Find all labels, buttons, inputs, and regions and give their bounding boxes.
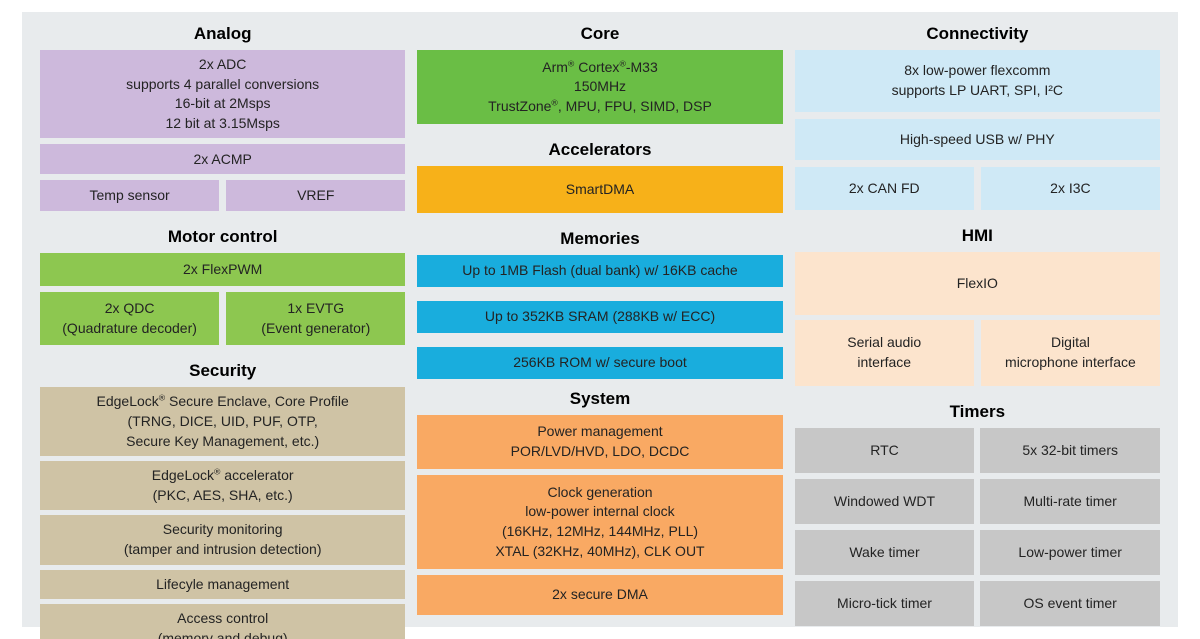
security-section-title: Security (189, 361, 257, 381)
memories-sram-block: Up to 352KB SRAM (288KB w/ ECC) (417, 301, 783, 333)
memories-section-title: Memories (560, 229, 640, 248)
system-secure-dma-block: 2x secure DMA (417, 575, 783, 615)
timer-cell-low-power: Low-power timer (980, 530, 1160, 575)
timer-cell-micro-tick: Micro-tick timer (794, 581, 975, 626)
security-monitoring-line-2: (tamper and intrusion detection) (123, 540, 322, 557)
power-line-2: POR/LVD/HVD, LDO, DCDC (510, 443, 690, 459)
adc-line-2: supports 4 parallel conversions (126, 75, 320, 92)
timers-grid: RTC 5x 32-bit timers Windowed WDT Multi-… (794, 428, 1160, 626)
system-section-title: System (569, 389, 631, 408)
adc-line-3: 16-bit at 2Msps (174, 95, 271, 112)
timer-cell-wake: Wake timer (794, 530, 975, 575)
timer-cell-rtc: RTC (794, 428, 975, 473)
dmic-line-1: Digital (1050, 334, 1090, 351)
analog-section-title: Analog (193, 24, 252, 43)
security-monitoring-line-1: Security monitoring (162, 521, 283, 538)
connectivity-i3c-block: 2x I3C (980, 167, 1160, 210)
connectivity-bottom-row: 2x CAN FD 2x I3C (794, 167, 1160, 210)
flexcomm-line-2: supports LP UART, SPI, I²C (891, 82, 1064, 98)
analog-vref-block: VREF (226, 180, 406, 212)
qdc-line-1: 2x QDC (104, 300, 155, 317)
security-accelerator-line-2: (PKC, AES, SHA, etc.) (152, 486, 293, 503)
accelerators-smartdma-block: SmartDMA (417, 166, 783, 213)
adc-line-1: 2x ADC (198, 56, 247, 72)
security-secure-enclave-block: EdgeLock® Secure Enclave, Core Profile (… (40, 387, 406, 457)
column-left: Analog 2x ADC supports 4 parallel conver… (40, 22, 406, 639)
power-line-1: Power management (537, 423, 663, 440)
security-lifecycle-block: Lifecyle management (40, 569, 406, 600)
security-accelerator-line-1: EdgeLock® accelerator (151, 466, 294, 484)
clock-line-2: low-power internal clock (525, 503, 675, 520)
connectivity-canfd-block: 2x CAN FD (794, 167, 974, 210)
analog-adc-block: 2x ADC supports 4 parallel conversions 1… (40, 50, 406, 139)
connectivity-section-title: Connectivity (926, 24, 1029, 43)
column-right: Connectivity 8x low-power flexcomm suppo… (794, 22, 1160, 639)
clock-line-4: XTAL (32KHz, 40MHz), CLK OUT (495, 542, 705, 559)
evtg-line-2: (Event generator) (261, 319, 371, 336)
clock-line-1: Clock generation (547, 483, 653, 500)
qdc-line-2: (Quadrature decoder) (62, 319, 197, 336)
hmi-section-title: HMI (961, 226, 993, 245)
memories-rom-block: 256KB ROM w/ secure boot (417, 347, 783, 379)
adc-line-4: 12 bit at 3.15Msps (165, 114, 280, 131)
motor-qdc-block: 2x QDC (Quadrature decoder) (40, 292, 220, 346)
dmic-line-2: microphone interface (1005, 354, 1136, 370)
security-monitoring-block: Security monitoring (tamper and intrusio… (40, 515, 406, 565)
memories-flash-block: Up to 1MB Flash (dual bank) w/ 16KB cach… (417, 255, 783, 287)
access-control-line-1: Access control (177, 610, 269, 627)
cpu-line-1: Arm® Cortex®-M33 (542, 57, 658, 75)
security-access-control-block: Access control (memory and debug) (40, 604, 406, 639)
motor-evtg-block: 1x EVTG (Event generator) (226, 292, 406, 346)
secure-enclave-line-1: EdgeLock® Secure Enclave, Core Profile (96, 392, 349, 410)
core-cpu-block: Arm® Cortex®-M33 150MHz TrustZone®, MPU,… (417, 50, 783, 124)
sai-line-2: interface (857, 354, 912, 370)
cpu-line-2: 150MHz (573, 78, 627, 95)
evtg-line-1: 1x EVTG (287, 300, 345, 317)
motor-bottom-row: 2x QDC (Quadrature decoder) 1x EVTG (Eve… (40, 292, 406, 346)
timer-cell-os-event: OS event timer (980, 581, 1160, 626)
clock-line-3: (16KHz, 12MHz, 144MHz, PLL) (501, 523, 699, 539)
flexcomm-line-1: 8x low-power flexcomm (904, 62, 1051, 79)
connectivity-usb-block: High-speed USB w/ PHY (794, 119, 1160, 160)
motor-control-section-title: Motor control (167, 227, 278, 247)
cpu-line-3: TrustZone®, MPU, FPU, SIMD, DSP (488, 97, 712, 114)
secure-enclave-line-2: (TRNG, DICE, UID, PUF, OTP, (127, 412, 318, 429)
timers-section-title: Timers (949, 402, 1006, 421)
timer-cell-32bit-timers: 5x 32-bit timers (980, 428, 1160, 473)
security-accelerator-block: EdgeLock® accelerator (PKC, AES, SHA, et… (40, 461, 406, 511)
access-control-line-2: (memory and debug) (157, 629, 288, 639)
timer-cell-windowed-wdt: Windowed WDT (794, 479, 975, 524)
analog-acmp-block: 2x ACMP (40, 144, 406, 175)
accelerators-section-title: Accelerators (548, 140, 652, 159)
motor-flexpwm-block: 2x FlexPWM (40, 253, 406, 287)
core-section-title: Core (580, 24, 620, 43)
system-clock-block: Clock generation low-power internal cloc… (417, 475, 783, 569)
diagram-panel: Analog 2x ADC supports 4 parallel conver… (22, 12, 1178, 639)
sai-line-1: Serial audio (847, 334, 922, 351)
analog-bottom-row: Temp sensor VREF (40, 180, 406, 212)
hmi-serial-audio-block: Serial audio interface (794, 320, 974, 386)
column-middle: Core Arm® Cortex®-M33 150MHz TrustZone®,… (417, 22, 783, 639)
hmi-digital-microphone-block: Digital microphone interface (980, 320, 1160, 386)
hmi-bottom-row: Serial audio interface Digital microphon… (794, 320, 1160, 386)
analog-temp-sensor-block: Temp sensor (40, 180, 220, 212)
hmi-flexio-block: FlexIO (794, 252, 1160, 315)
system-power-block: Power management POR/LVD/HVD, LDO, DCDC (417, 415, 783, 469)
connectivity-flexcomm-block: 8x low-power flexcomm supports LP UART, … (794, 50, 1160, 112)
secure-enclave-line-3: Secure Key Management, etc.) (126, 432, 320, 449)
timer-cell-multi-rate: Multi-rate timer (980, 479, 1160, 524)
